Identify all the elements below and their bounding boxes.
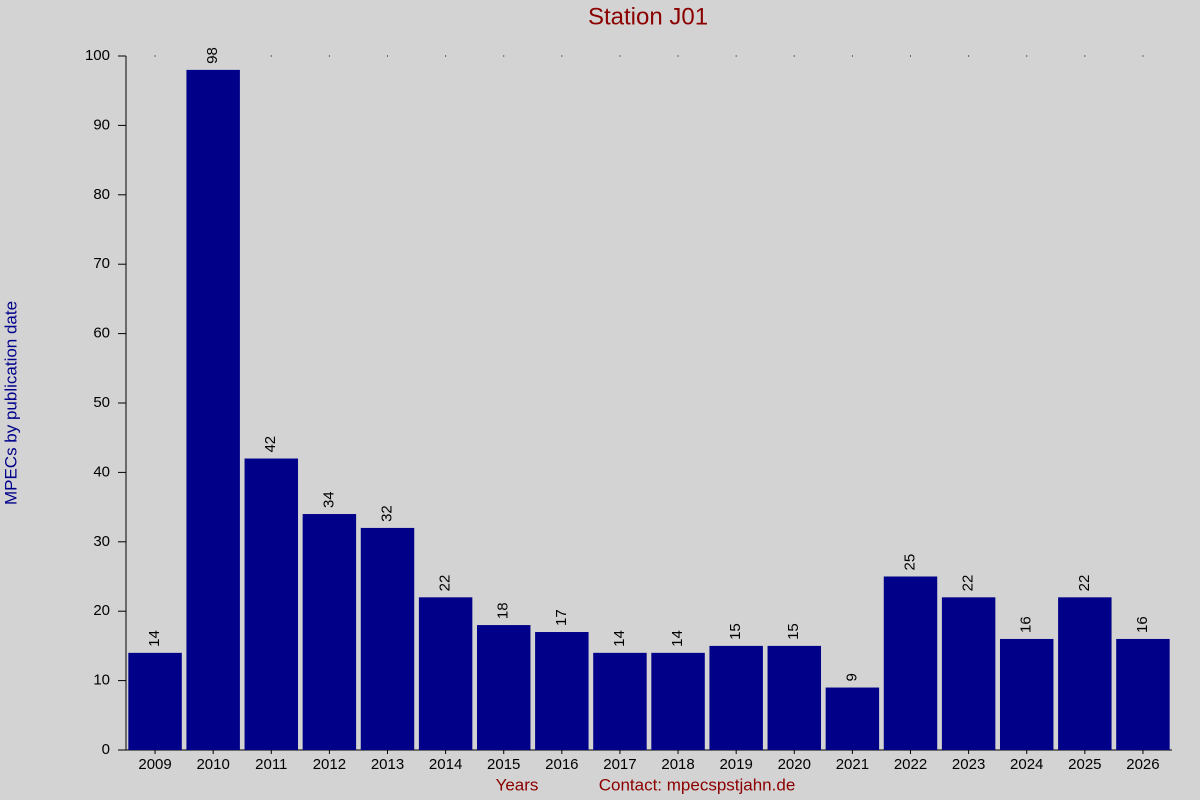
y-tick-label: 50: [93, 394, 110, 411]
value-label: 14: [146, 630, 163, 647]
bar: [999, 638, 1054, 750]
bar: [476, 625, 531, 750]
bar: [825, 687, 880, 750]
top-dot: [968, 55, 970, 57]
bar: [244, 458, 299, 750]
bar: [1116, 638, 1170, 750]
y-tick-label: 90: [93, 116, 110, 133]
bar: [128, 652, 182, 750]
top-dot: [1142, 55, 1144, 57]
x-tick-label: 2016: [545, 756, 578, 773]
value-label: 42: [262, 436, 279, 453]
value-label: 25: [901, 554, 918, 571]
top-dot: [328, 55, 330, 57]
x-tick-label: 2019: [719, 756, 752, 773]
bar: [535, 632, 589, 750]
top-dot: [445, 55, 447, 57]
top-dot: [154, 55, 156, 57]
y-tick-label: 40: [93, 463, 110, 480]
y-tick-label: 70: [93, 255, 110, 272]
chart-title: Station J01: [588, 3, 708, 30]
x-tick-label: 2020: [778, 756, 811, 773]
value-label: 22: [1076, 575, 1093, 592]
x-tick-label: 2014: [429, 756, 462, 773]
y-tick-label: 20: [93, 602, 110, 619]
value-label: 22: [437, 575, 454, 592]
bar: [883, 576, 938, 750]
value-label: 16: [1018, 616, 1035, 633]
top-dot: [387, 55, 388, 57]
x-axis-label: Years: [496, 775, 539, 794]
x-tick-label: 2015: [487, 756, 520, 773]
value-label: 18: [495, 602, 512, 619]
y-tick-label: 30: [93, 533, 110, 550]
value-label: 32: [378, 505, 395, 522]
top-dot: [677, 55, 679, 57]
bar: [1058, 597, 1112, 750]
top-dot: [212, 55, 214, 57]
x-tick-label: 2013: [371, 756, 404, 773]
value-label: 9: [843, 673, 860, 681]
value-label: 14: [669, 630, 686, 647]
bar: [302, 514, 357, 750]
y-axis-label: MPECs by publication date: [1, 301, 20, 505]
y-tick-label: 80: [93, 186, 110, 203]
x-tick-label: 2010: [196, 756, 229, 773]
x-tick-label: 2026: [1126, 756, 1159, 773]
bar: [418, 597, 473, 750]
x-tick-label: 2017: [603, 756, 636, 773]
x-tick-label: 2022: [894, 756, 927, 773]
bar: [593, 652, 647, 750]
value-label: 17: [553, 609, 570, 626]
value-label: 14: [611, 630, 628, 647]
top-dot: [793, 55, 795, 57]
x-tick-label: 2021: [836, 756, 869, 773]
value-label: 16: [1134, 616, 1151, 633]
bar: [651, 652, 705, 750]
value-label: 15: [785, 623, 802, 640]
top-dot: [270, 55, 272, 57]
y-tick-label: 0: [102, 741, 110, 758]
top-dot: [619, 55, 621, 57]
y-tick-label: 10: [93, 672, 110, 689]
x-tick-label: 2012: [313, 756, 346, 773]
top-dot: [503, 55, 505, 57]
value-label: 34: [320, 491, 337, 508]
top-dot: [910, 55, 911, 57]
x-tick-label: 2011: [255, 756, 287, 773]
value-label: 22: [960, 575, 977, 592]
bar: [360, 527, 415, 750]
top-dot: [561, 55, 563, 57]
x-tick-label: 2025: [1068, 756, 1101, 773]
bar: [941, 597, 996, 750]
x-tick-label: 2018: [661, 756, 694, 773]
bar: [186, 69, 240, 750]
x-tick-label: 2023: [952, 756, 985, 773]
x-tick-label: 2024: [1010, 756, 1043, 773]
top-dot: [1026, 55, 1028, 57]
bar: [767, 645, 822, 750]
x-tick-label: 2009: [138, 756, 171, 773]
top-dot: [1084, 55, 1086, 57]
contact: Contact: mpecspstjahn.de: [599, 775, 796, 794]
top-dot: [735, 55, 737, 57]
y-tick-label: 60: [93, 325, 110, 342]
value-label: 98: [204, 47, 221, 64]
bar: [709, 645, 763, 750]
y-tick-label: 100: [85, 47, 110, 64]
top-dot: [851, 55, 853, 57]
value-label: 15: [727, 623, 744, 640]
